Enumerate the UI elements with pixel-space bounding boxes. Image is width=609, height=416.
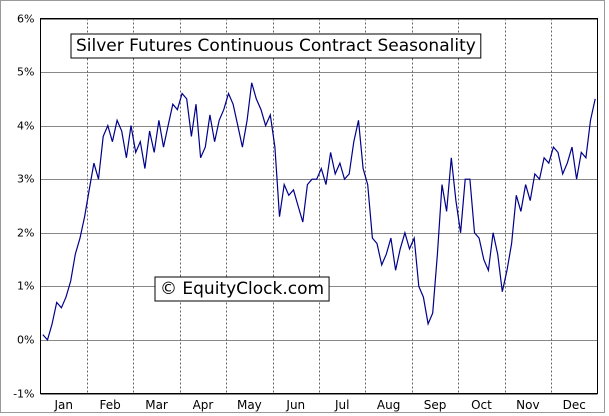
data-line xyxy=(42,82,596,342)
x-tick-label: Apr xyxy=(193,398,214,412)
x-tick-label: Oct xyxy=(471,398,492,412)
x-tick-label: Jun xyxy=(285,398,305,412)
x-tick-label: Sep xyxy=(424,398,447,412)
x-tick-label: Jan xyxy=(53,398,73,412)
y-tick-label: 1% xyxy=(17,280,34,293)
y-tick-label: 4% xyxy=(17,120,34,133)
plot-border xyxy=(40,18,598,394)
x-tick-label: Aug xyxy=(377,398,400,412)
y-tick-label: 0% xyxy=(17,334,34,347)
x-tick-label: Jul xyxy=(334,398,349,412)
watermark: © EquityClock.com xyxy=(160,279,324,299)
chart-title: Silver Futures Continuous Contract Seaso… xyxy=(76,36,476,56)
x-tick-label: Nov xyxy=(516,398,539,412)
y-tick-label: -1% xyxy=(13,388,34,401)
y-tick-label: 3% xyxy=(17,173,34,186)
x-tick-label: Feb xyxy=(100,398,121,412)
chart-title-box xyxy=(70,33,482,59)
y-tick-label: 5% xyxy=(17,66,34,79)
y-tick-label: 6% xyxy=(17,13,34,26)
x-tick-label: May xyxy=(237,398,262,412)
y-tick-label: 2% xyxy=(17,227,34,240)
x-tick-label: Mar xyxy=(145,398,168,412)
watermark-box xyxy=(154,276,330,302)
x-tick-label: Dec xyxy=(563,398,586,412)
